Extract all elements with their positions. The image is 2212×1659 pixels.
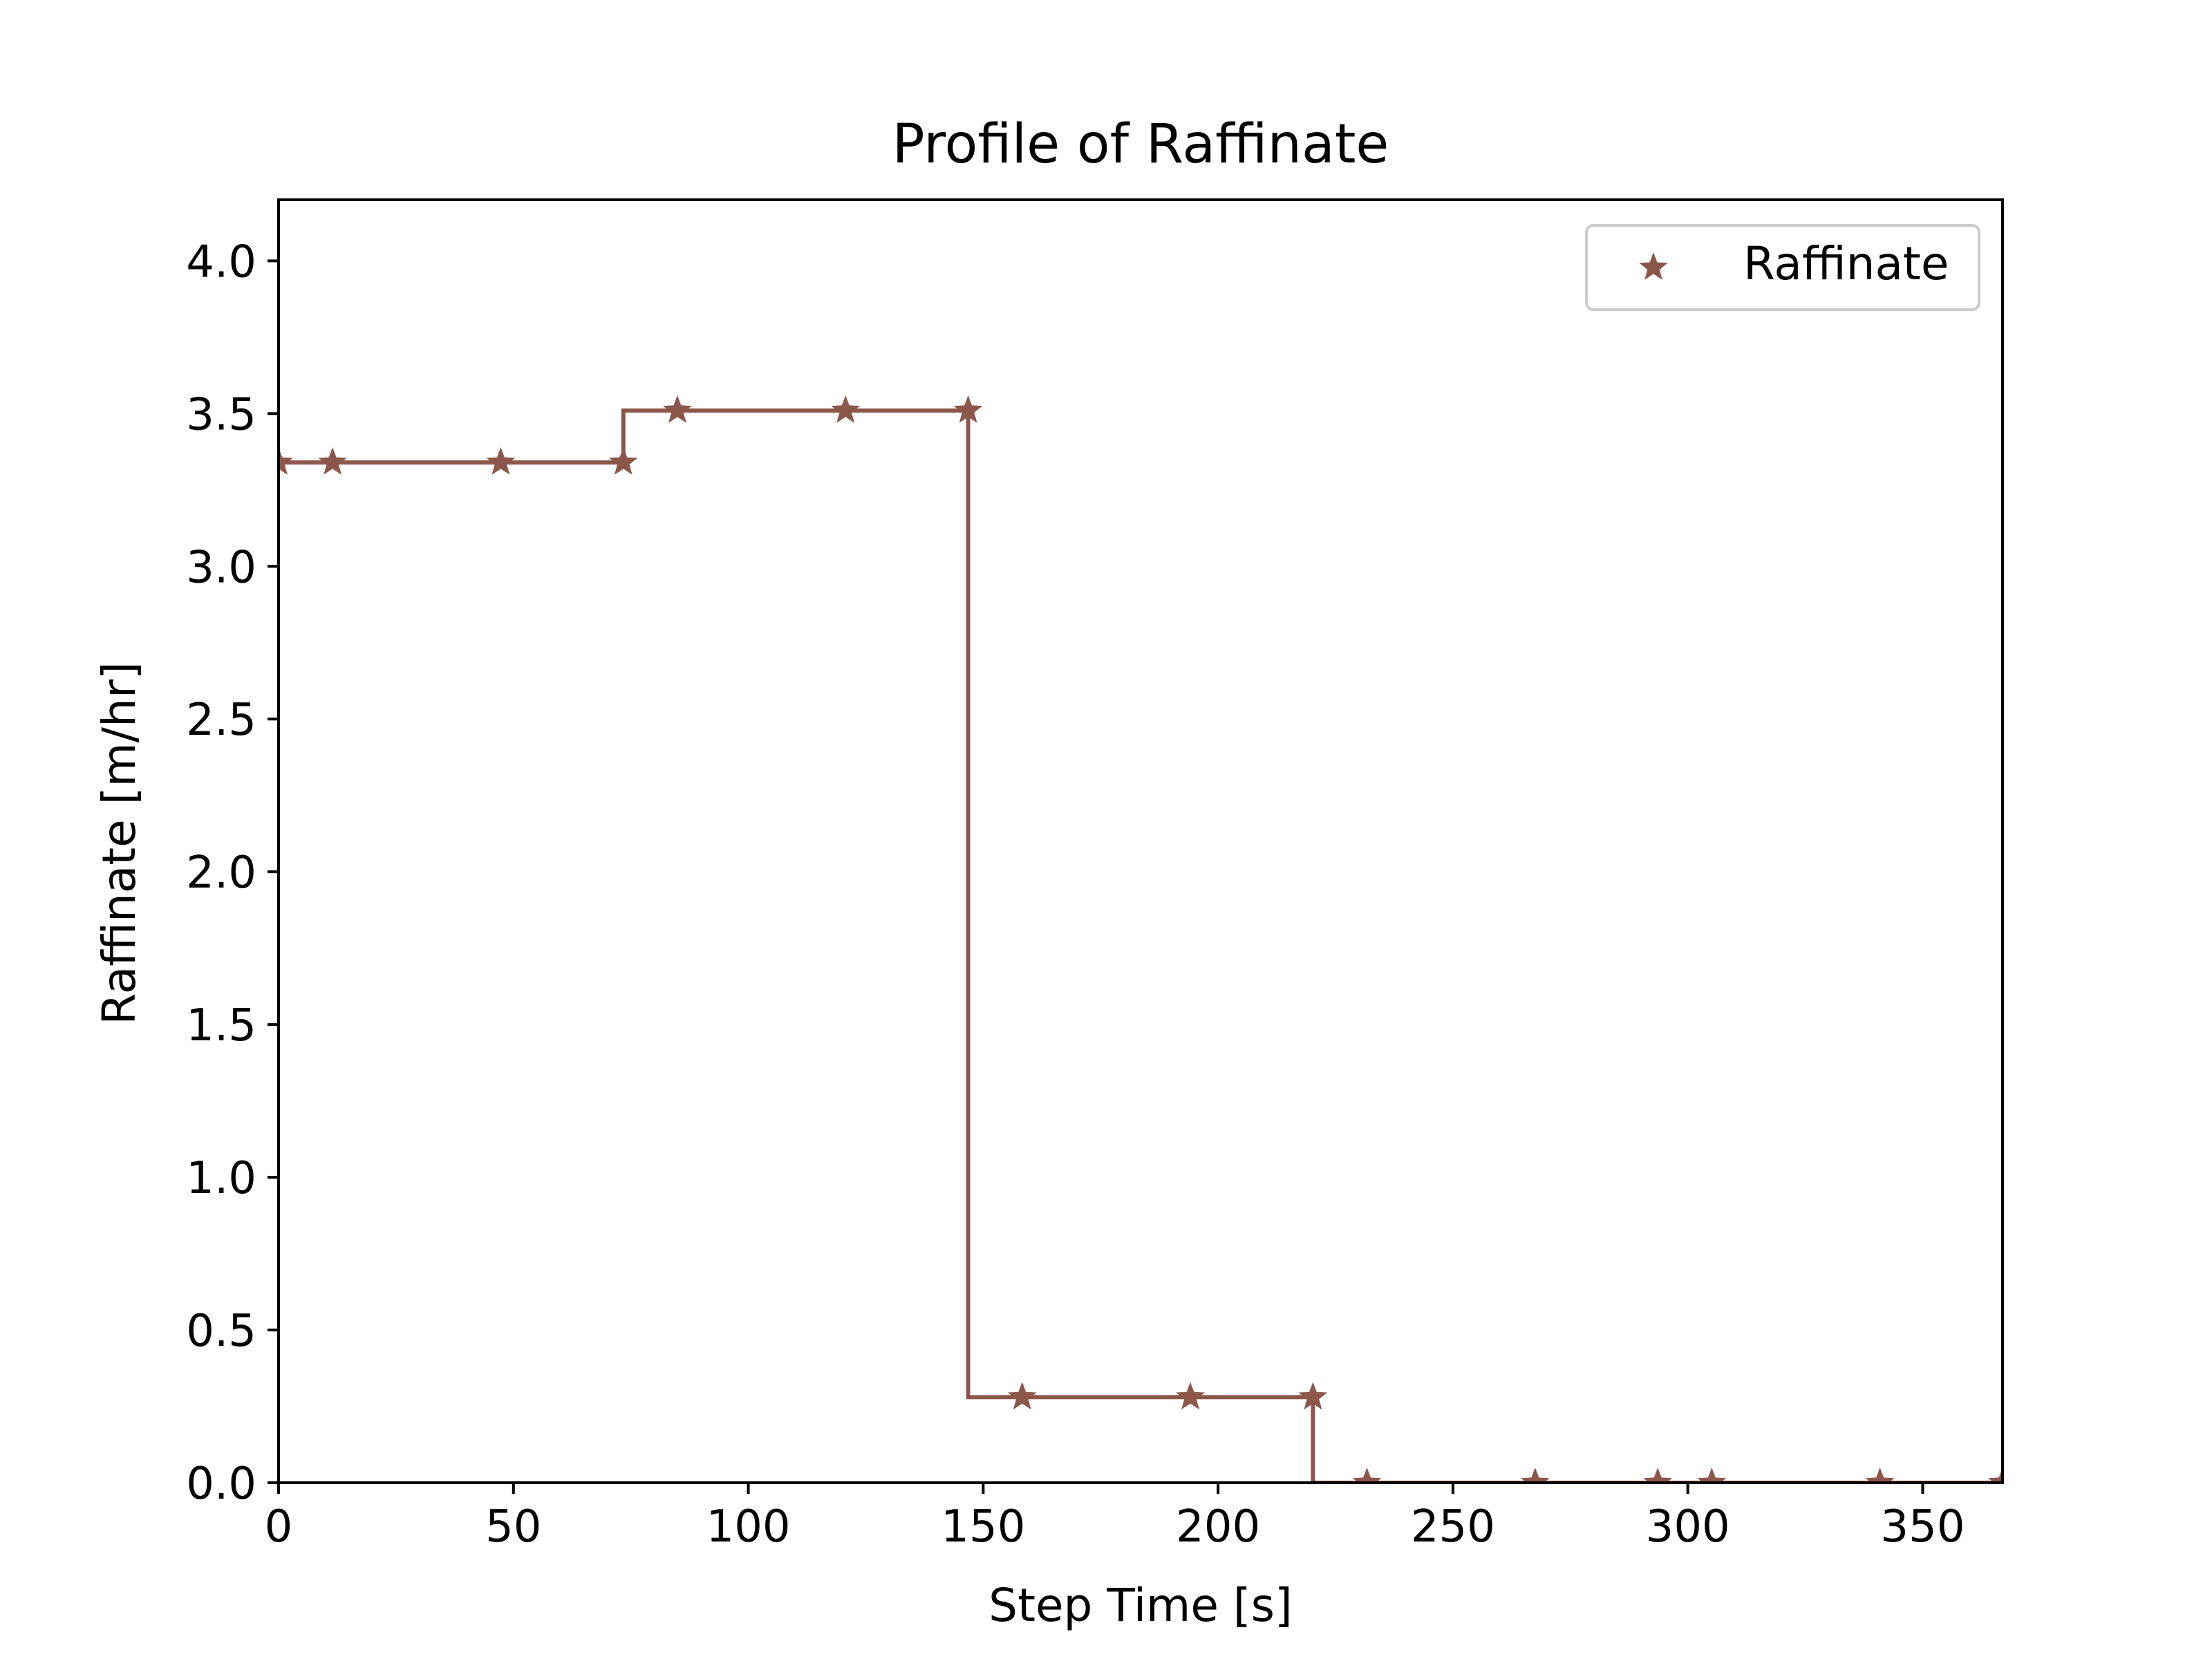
data-point-marker	[1988, 1468, 2003, 1483]
y-tick-label: 3.5	[186, 389, 256, 440]
axes-frame	[277, 198, 2004, 1484]
y-tick-label: 2.5	[186, 695, 256, 746]
legend-star-icon	[1639, 252, 1668, 280]
x-tick-label: 50	[485, 1501, 541, 1553]
y-tick-label: 1.0	[186, 1153, 256, 1204]
data-point-marker	[1697, 1468, 1727, 1483]
chart-title: Profile of Raffinate	[892, 113, 1389, 176]
x-tick-label: 350	[1880, 1501, 1965, 1553]
y-tick-label: 3.0	[186, 542, 256, 593]
y-tick-label: 0.0	[186, 1459, 256, 1510]
x-tick-label: 250	[1411, 1501, 1495, 1553]
legend: Raffinate	[1585, 224, 1980, 311]
axes: 0 50 100 150 200 250 300 350 0.0 0.5 1.0 1.5 2.0 2.5 3…	[186, 198, 2004, 1553]
legend-marker	[1639, 252, 1668, 280]
series-raffinate	[279, 395, 2003, 1483]
data-point-marker	[1352, 1468, 1382, 1483]
data-point-marker	[953, 395, 983, 423]
data-point-marker	[1520, 1468, 1550, 1483]
y-tick-label: 0.5	[186, 1306, 256, 1357]
x-axis-label: Step Time [s]	[988, 1579, 1293, 1632]
y-tick-label: 4.0	[186, 236, 256, 288]
data-point-marker	[279, 447, 293, 475]
y-tick-label: 1.5	[186, 1000, 256, 1051]
x-tick-label: 300	[1646, 1501, 1730, 1553]
data-point-marker	[1643, 1468, 1673, 1483]
data-point-marker	[1298, 1382, 1328, 1410]
y-tick-label: 2.0	[186, 847, 256, 899]
data-point-marker	[1007, 1382, 1037, 1410]
x-tick-label: 150	[941, 1501, 1025, 1553]
x-tick-label: 200	[1176, 1501, 1260, 1553]
x-tick-label: 100	[706, 1501, 790, 1553]
data-point-marker	[1865, 1468, 1895, 1483]
data-point-marker	[318, 447, 348, 475]
x-tick-label: 0	[265, 1501, 293, 1553]
legend-label: Raffinate	[1743, 237, 1949, 290]
plot-area	[279, 395, 2003, 1483]
data-point-marker	[608, 447, 638, 475]
data-point-marker	[486, 447, 516, 475]
legend-box	[1585, 224, 1980, 311]
y-axis-label: Raffinate [m/hr]	[93, 662, 146, 1024]
data-point-marker	[1176, 1382, 1205, 1410]
data-point-marker	[663, 395, 692, 423]
data-point-marker	[831, 395, 861, 423]
